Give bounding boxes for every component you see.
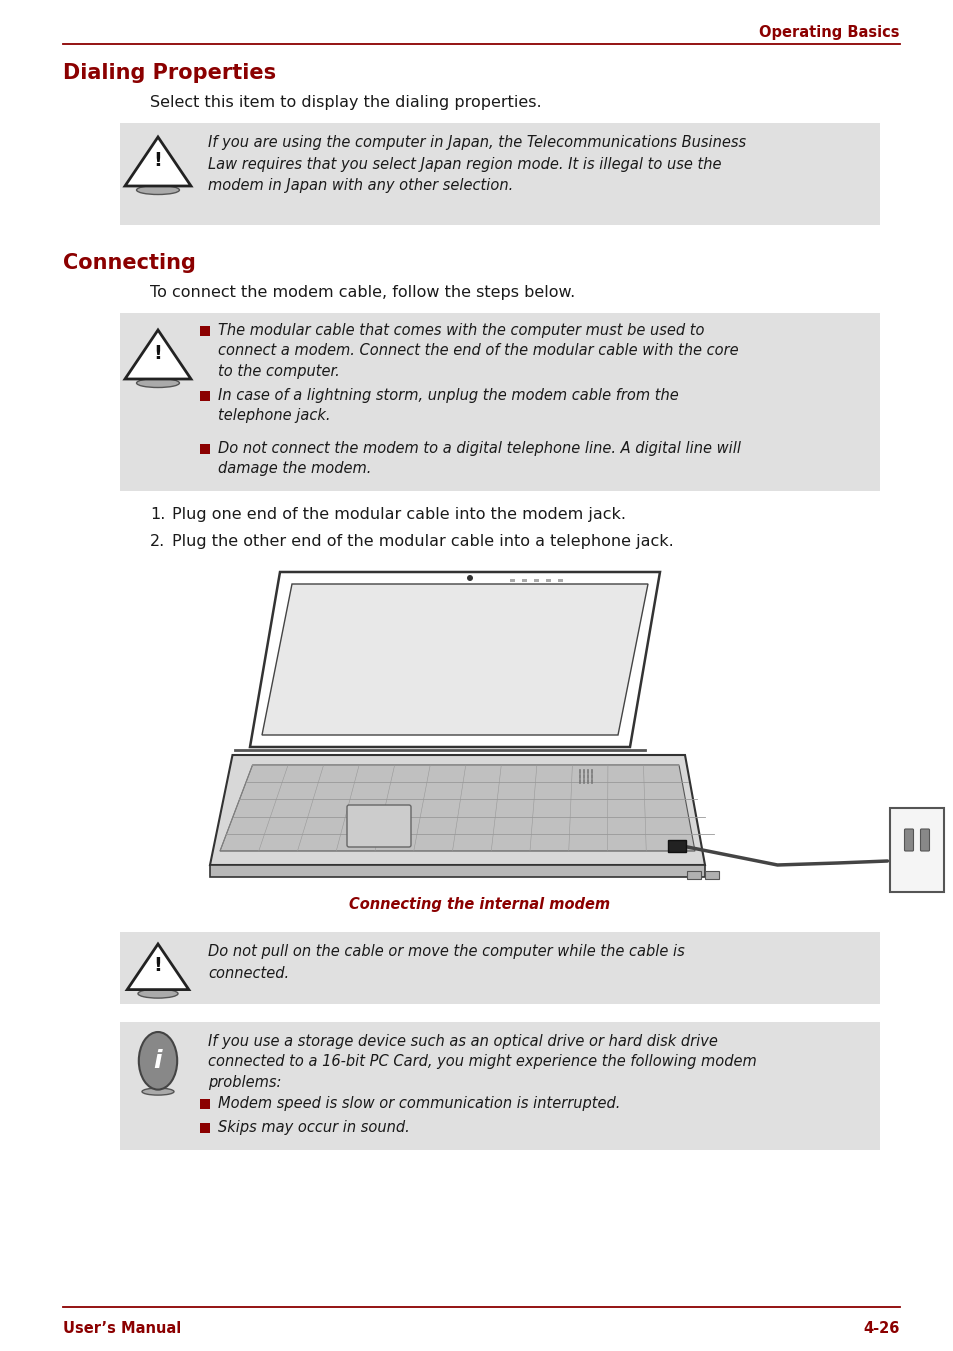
Text: Select this item to display the dialing properties.: Select this item to display the dialing … xyxy=(150,95,541,109)
FancyBboxPatch shape xyxy=(920,830,928,851)
FancyBboxPatch shape xyxy=(200,1123,210,1133)
Text: 2.: 2. xyxy=(150,534,165,549)
Text: Connecting the internal modem: Connecting the internal modem xyxy=(349,897,610,912)
Text: To connect the modem cable, follow the steps below.: To connect the modem cable, follow the s… xyxy=(150,285,575,300)
FancyBboxPatch shape xyxy=(889,808,943,892)
Ellipse shape xyxy=(138,1032,177,1090)
Text: !: ! xyxy=(153,151,162,170)
FancyBboxPatch shape xyxy=(903,830,913,851)
Text: The modular cable that comes with the computer must be used to
connect a modem. : The modular cable that comes with the co… xyxy=(218,323,738,378)
Ellipse shape xyxy=(138,989,178,998)
Text: Do not pull on the cable or move the computer while the cable is
connected.: Do not pull on the cable or move the com… xyxy=(208,944,684,981)
Text: In case of a lightning storm, unplug the modem cable from the
telephone jack.: In case of a lightning storm, unplug the… xyxy=(218,388,678,423)
Polygon shape xyxy=(127,944,189,989)
Polygon shape xyxy=(262,584,647,735)
Text: 4-26: 4-26 xyxy=(862,1321,899,1336)
Polygon shape xyxy=(210,755,704,865)
FancyBboxPatch shape xyxy=(120,932,879,1004)
Text: Plug one end of the modular cable into the modem jack.: Plug one end of the modular cable into t… xyxy=(172,507,625,521)
FancyBboxPatch shape xyxy=(705,871,719,880)
FancyBboxPatch shape xyxy=(347,805,411,847)
Ellipse shape xyxy=(136,185,179,195)
Text: 1.: 1. xyxy=(150,507,165,521)
Polygon shape xyxy=(125,330,191,380)
Text: If you use a storage device such as an optical drive or hard disk drive
connecte: If you use a storage device such as an o… xyxy=(208,1034,756,1090)
FancyBboxPatch shape xyxy=(200,444,210,454)
FancyBboxPatch shape xyxy=(120,1021,879,1150)
Polygon shape xyxy=(125,136,191,186)
FancyBboxPatch shape xyxy=(200,390,210,401)
Text: Operating Basics: Operating Basics xyxy=(759,24,899,39)
Bar xyxy=(510,580,515,582)
Text: If you are using the computer in Japan, the Telecommunications Business
Law requ: If you are using the computer in Japan, … xyxy=(208,135,745,193)
Text: Modem speed is slow or communication is interrupted.: Modem speed is slow or communication is … xyxy=(218,1096,619,1111)
Circle shape xyxy=(467,576,473,581)
Text: Do not connect the modem to a digital telephone line. A digital line will
damage: Do not connect the modem to a digital te… xyxy=(218,440,740,477)
Ellipse shape xyxy=(142,1088,173,1096)
FancyBboxPatch shape xyxy=(200,326,210,336)
FancyBboxPatch shape xyxy=(120,313,879,490)
FancyBboxPatch shape xyxy=(687,871,700,880)
Bar xyxy=(558,580,562,582)
FancyBboxPatch shape xyxy=(668,840,686,852)
Polygon shape xyxy=(220,765,695,851)
Text: Dialing Properties: Dialing Properties xyxy=(63,63,275,82)
Text: User’s Manual: User’s Manual xyxy=(63,1321,181,1336)
Bar xyxy=(521,580,526,582)
Text: Plug the other end of the modular cable into a telephone jack.: Plug the other end of the modular cable … xyxy=(172,534,673,549)
FancyBboxPatch shape xyxy=(120,123,879,226)
Text: !: ! xyxy=(153,345,162,363)
Text: i: i xyxy=(153,1048,162,1073)
Text: !: ! xyxy=(153,957,162,975)
FancyBboxPatch shape xyxy=(200,1098,210,1109)
Polygon shape xyxy=(210,865,704,877)
Ellipse shape xyxy=(136,378,179,388)
Text: Connecting: Connecting xyxy=(63,253,195,273)
Bar xyxy=(545,580,551,582)
Text: Skips may occur in sound.: Skips may occur in sound. xyxy=(218,1120,410,1135)
Polygon shape xyxy=(250,571,659,747)
Bar xyxy=(534,580,538,582)
